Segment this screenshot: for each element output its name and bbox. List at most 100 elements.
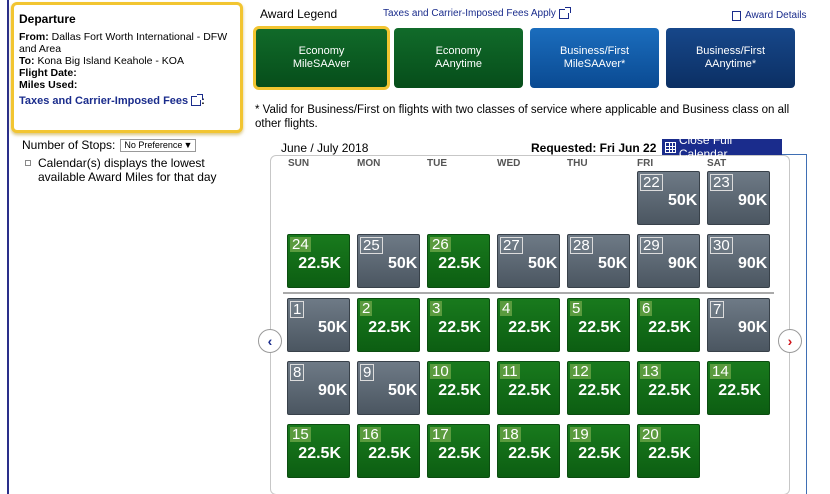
calendar-day-miles: 50K (318, 319, 348, 336)
calendar-day-cell[interactable]: 28 50K (567, 234, 630, 288)
chevron-left-icon: ‹ (267, 333, 273, 349)
calendar-day-miles: 50K (528, 255, 558, 272)
calendar-day-number: 20 (640, 426, 661, 443)
calendar-day-number: 12 (570, 363, 591, 380)
miles-used-label: Miles Used: (19, 79, 78, 91)
calendar-day-cell[interactable]: 26 22.5K (427, 234, 490, 288)
calendar-day-cell[interactable]: 23 90K (707, 171, 770, 225)
calendar-day-number: 25 (360, 237, 383, 254)
calendar-day-number: 17 (430, 426, 451, 443)
calendar-day-miles: 22.5K (508, 445, 551, 462)
number-of-stops: Number of Stops: No Preference ▼ (22, 138, 197, 152)
calendar-day-cell[interactable]: 1 50K (287, 298, 350, 352)
calendar-day-cell[interactable]: 14 22.5K (707, 361, 770, 415)
calendar-day-cell[interactable]: 19 22.5K (567, 424, 630, 478)
calendar-day-cell[interactable]: 29 90K (637, 234, 700, 288)
calendar-day-cell[interactable]: 10 22.5K (427, 361, 490, 415)
calendar-day-cell[interactable]: 18 22.5K (497, 424, 560, 478)
legend-business-aanytime[interactable]: Business/First AAnytime* (666, 28, 795, 88)
calendar-day-cell[interactable]: 6 22.5K (637, 298, 700, 352)
calendar-day-miles: 50K (668, 192, 698, 209)
calendar-day-number: 16 (360, 426, 381, 443)
calendar-day-number: 28 (570, 237, 593, 254)
calendar-day-number: 1 (290, 301, 305, 318)
calendar-day-number: 29 (640, 237, 663, 254)
calendar-day-cell[interactable]: 4 22.5K (497, 298, 560, 352)
calendar-day-number: 22 (640, 174, 663, 191)
calendar-day-cell[interactable]: 30 90K (707, 234, 770, 288)
calendar-day-number: 23 (710, 174, 733, 191)
calendar-day-number: 13 (640, 363, 661, 380)
dow-thu: THU (567, 158, 588, 169)
calendar-day-miles: 22.5K (438, 319, 481, 336)
calendar-day-number: 15 (290, 426, 311, 443)
calendar-day-miles: 22.5K (298, 255, 341, 272)
document-icon (732, 10, 741, 21)
external-link-icon (558, 6, 571, 19)
legend-fees-link[interactable]: Taxes and Carrier-Imposed Fees Apply (383, 6, 571, 19)
departure-title: Departure (19, 12, 76, 26)
calendar-day-number: 24 (290, 236, 311, 253)
calendar-day-cell[interactable]: 3 22.5K (427, 298, 490, 352)
next-month-button[interactable]: › (778, 329, 802, 353)
stops-select[interactable]: No Preference ▼ (120, 138, 197, 152)
calendar-day-number: 26 (430, 236, 451, 253)
calendar-day-miles: 90K (738, 319, 768, 336)
departure-from: From: Dallas Fort Worth International - … (19, 31, 228, 55)
award-details-link[interactable]: Award Details (732, 10, 807, 21)
calendar-day-number: 3 (430, 300, 443, 317)
calendar-day-miles: 50K (598, 255, 628, 272)
calendar-day-cell[interactable]: 11 22.5K (497, 361, 560, 415)
calendar-day-cell[interactable]: 17 22.5K (427, 424, 490, 478)
calendar-day-miles: 22.5K (578, 319, 621, 336)
calendar-day-cell[interactable]: 2 22.5K (357, 298, 420, 352)
calendar-day-cell[interactable]: 8 90K (287, 361, 350, 415)
calendar-day-cell[interactable]: 22 50K (637, 171, 700, 225)
calendar-day-cell[interactable]: 27 50K (497, 234, 560, 288)
calendar-day-cell[interactable]: 13 22.5K (637, 361, 700, 415)
month-separator (283, 292, 774, 294)
calendar-day-miles: 90K (668, 255, 698, 272)
calendar-day-number: 10 (430, 363, 451, 380)
calendar-day-miles: 22.5K (648, 382, 691, 399)
calendar-day-miles: 22.5K (578, 382, 621, 399)
calendar-day-cell[interactable]: 25 50K (357, 234, 420, 288)
calendar-day-cell[interactable]: 5 22.5K (567, 298, 630, 352)
dow-wed: WED (497, 158, 521, 169)
calendar-day-number: 30 (710, 237, 733, 254)
external-link-icon (191, 94, 204, 106)
calendar-day-miles: 22.5K (368, 319, 411, 336)
legend-economy-aanytime[interactable]: Economy AAnytime (394, 28, 523, 88)
calendar-day-number: 27 (500, 237, 523, 254)
bullet-icon (25, 160, 31, 166)
calendar-day-miles: 22.5K (718, 382, 761, 399)
calendar-day-cell[interactable]: 9 50K (357, 361, 420, 415)
calendar-day-number: 9 (360, 364, 375, 381)
prev-month-button[interactable]: ‹ (258, 329, 282, 353)
calendar-day-miles: 22.5K (648, 445, 691, 462)
calendar-day-number: 18 (500, 426, 521, 443)
calendar-day-miles: 90K (738, 255, 768, 272)
calendar-day-miles: 50K (388, 255, 418, 272)
dropdown-arrow-icon: ▼ (183, 140, 193, 150)
calendar-note: Calendar(s) displays the lowest availabl… (25, 156, 235, 184)
calendar-day-cell[interactable]: 16 22.5K (357, 424, 420, 478)
calendar-day-cell[interactable]: 12 22.5K (567, 361, 630, 415)
calendar-day-cell[interactable]: 20 22.5K (637, 424, 700, 478)
flight-date-label: Flight Date: (19, 67, 77, 79)
dow-sat: SAT (707, 158, 727, 169)
calendar-day-number: 11 (500, 363, 520, 380)
calendar-day-miles: 22.5K (438, 255, 481, 272)
calendar-day-cell[interactable]: 15 22.5K (287, 424, 350, 478)
calendar-day-miles: 22.5K (578, 445, 621, 462)
legend-economy-milesaaver[interactable]: Economy MileSAAver (253, 26, 390, 90)
calendar-day-cell[interactable]: 7 90K (707, 298, 770, 352)
calendar-day-number: 5 (570, 300, 583, 317)
legend-business-milesaaver[interactable]: Business/First MileSAAver* (530, 28, 659, 88)
calendar-day-number: 19 (570, 426, 591, 443)
close-full-calendar-button[interactable]: Close Full Calendar (662, 133, 782, 161)
chevron-right-icon: › (787, 333, 793, 349)
calendar-day-miles: 90K (738, 192, 768, 209)
calendar-day-cell[interactable]: 24 22.5K (287, 234, 350, 288)
taxes-fees-link[interactable]: Taxes and Carrier-Imposed Fees : (19, 94, 205, 107)
